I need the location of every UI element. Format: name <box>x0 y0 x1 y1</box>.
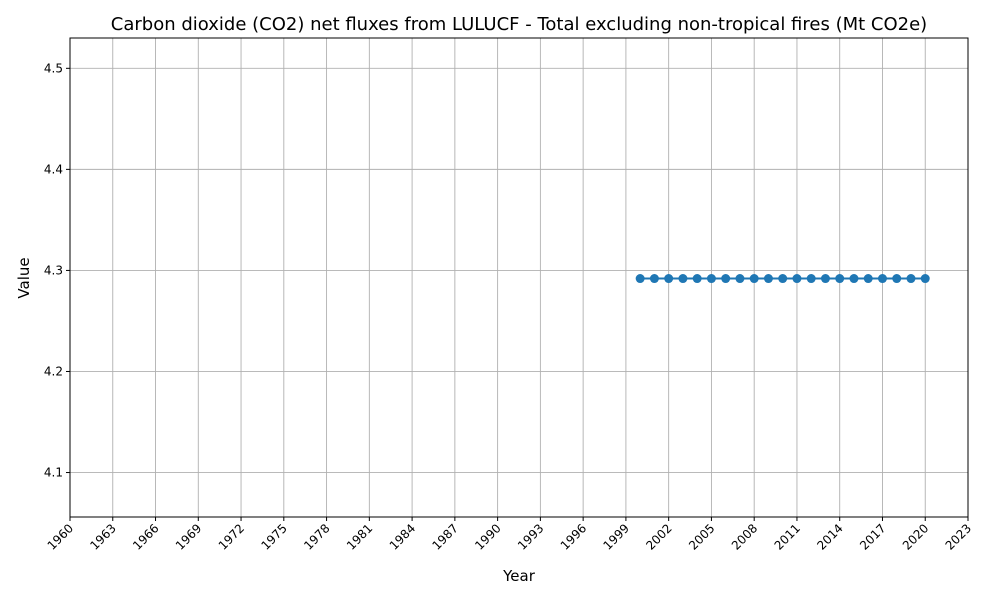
data-point <box>706 274 716 284</box>
x-tick-label: 1993 <box>515 521 546 552</box>
x-axis-label: Year <box>502 567 536 585</box>
x-tick-label: 1969 <box>173 521 204 552</box>
x-tick-label: 2017 <box>857 521 888 552</box>
x-tick-label: 2023 <box>943 521 974 552</box>
data-point <box>906 274 916 284</box>
x-tick-label: 1975 <box>258 521 289 552</box>
x-tick-label: 2008 <box>729 521 760 552</box>
data-point <box>664 274 674 284</box>
x-axis: 1960 1963 1966 1969 1972 1975 1978 1981 1984 1987… <box>45 517 974 553</box>
data-point <box>692 274 702 284</box>
y-tick-label: 4.2 <box>44 364 63 378</box>
data-point <box>920 274 930 284</box>
data-point <box>678 274 688 284</box>
x-tick-label: 2020 <box>900 521 931 552</box>
data-point <box>863 274 873 284</box>
plot-frame <box>69 37 969 518</box>
data-point <box>778 274 788 284</box>
chart-title: Carbon dioxide (CO2) net fluxes from LUL… <box>111 14 927 35</box>
data-point <box>820 274 830 284</box>
x-tick-label: 1978 <box>301 521 332 552</box>
x-tick-label: 2005 <box>686 521 717 552</box>
x-tick-label: 2011 <box>772 521 803 552</box>
data-point <box>877 274 887 284</box>
data-point <box>835 274 845 284</box>
x-tick-label: 1990 <box>472 521 503 552</box>
x-tick-label: 1984 <box>387 521 418 552</box>
data-point <box>635 274 645 284</box>
series-layer <box>635 274 930 284</box>
x-tick-label: 1987 <box>429 521 460 552</box>
x-tick-label: 1972 <box>216 521 247 552</box>
x-tick-label: 2014 <box>814 521 845 552</box>
y-tick-label: 4.3 <box>44 263 63 277</box>
x-tick-label: 1999 <box>601 521 632 552</box>
y-axis-label: Value <box>15 257 33 298</box>
x-tick-label: 1966 <box>130 521 161 552</box>
x-tick-label: 1996 <box>558 521 589 552</box>
y-tick-label: 4.4 <box>44 162 63 176</box>
data-point <box>849 274 859 284</box>
data-point <box>649 274 659 284</box>
y-axis: 4.1 4.2 4.3 4.4 4.5 <box>44 61 70 480</box>
data-point <box>792 274 802 284</box>
data-point <box>721 274 731 284</box>
data-point <box>749 274 759 284</box>
x-tick-label: 1960 <box>45 521 76 552</box>
x-tick-label: 2002 <box>643 521 674 552</box>
y-tick-label: 4.1 <box>44 466 63 480</box>
data-point <box>892 274 902 284</box>
x-tick-label: 1981 <box>344 521 375 552</box>
data-point <box>735 274 745 284</box>
data-point <box>763 274 773 284</box>
x-tick-label: 1963 <box>87 521 118 552</box>
grid <box>69 38 969 517</box>
y-tick-label: 4.5 <box>44 61 63 75</box>
data-point <box>806 274 816 284</box>
